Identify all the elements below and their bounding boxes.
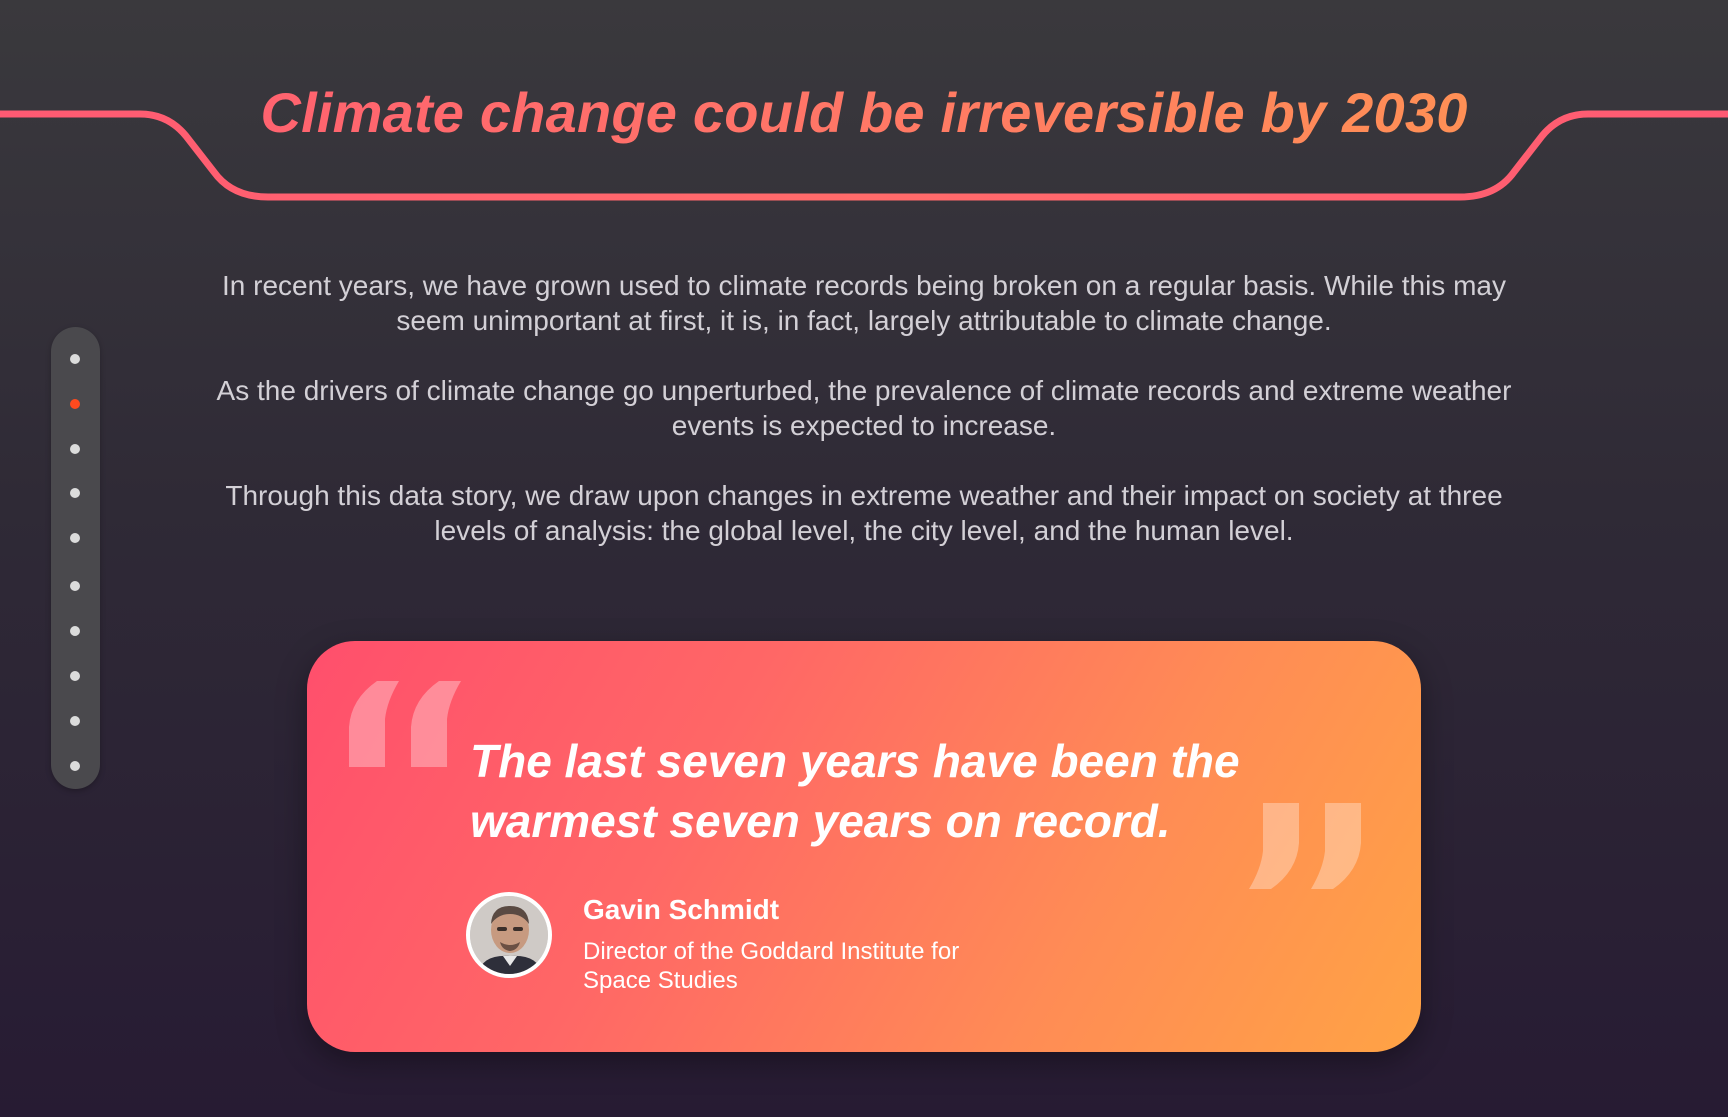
section-nav-dot[interactable] [70, 671, 80, 681]
author-role: Director of the Goddard Institute for Sp… [583, 938, 960, 994]
section-nav-dot[interactable] [70, 533, 80, 543]
section-nav-dot[interactable] [70, 488, 80, 498]
section-nav-dot[interactable] [70, 354, 80, 364]
page-title: Climate change could be irreversible by … [0, 76, 1728, 150]
section-nav-dot[interactable] [70, 626, 80, 636]
author-name: Gavin Schmidt [583, 894, 780, 925]
open-quote-icon [349, 681, 461, 767]
quote-card: The last seven years have been the warme… [307, 641, 1421, 1052]
author-avatar [466, 892, 552, 978]
intro-paragraph: As the drivers of climate change go unpe… [216, 375, 1512, 441]
intro-paragraph: Through this data story, we draw upon ch… [225, 480, 1503, 546]
section-nav [51, 327, 100, 789]
section-nav-dot[interactable] [70, 761, 80, 771]
section-nav-dot[interactable] [70, 581, 80, 591]
section-nav-dot[interactable] [70, 444, 80, 454]
intro-text: In recent years, we have grown used to c… [200, 268, 1528, 583]
close-quote-icon [1249, 803, 1361, 889]
person-portrait-icon [470, 896, 548, 974]
quote-text: The last seven years have been the warme… [470, 735, 1240, 847]
section-nav-dot[interactable] [70, 716, 80, 726]
intro-paragraph: In recent years, we have grown used to c… [222, 270, 1506, 336]
section-nav-dot-active[interactable] [70, 399, 80, 409]
header-frame-line [0, 110, 1728, 201]
